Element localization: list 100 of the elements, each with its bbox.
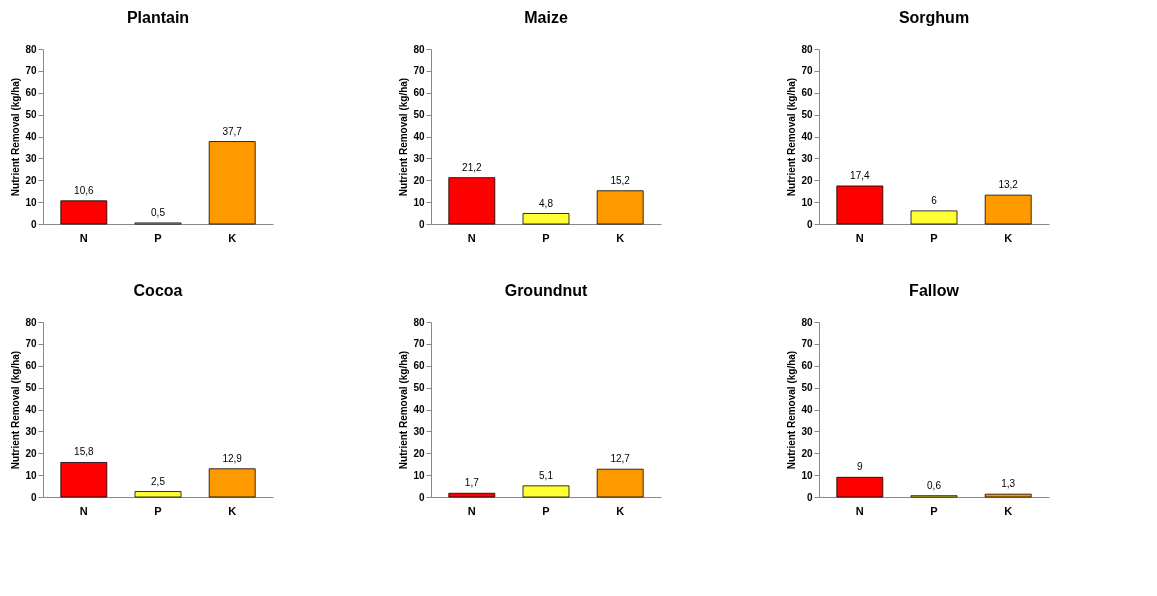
chart-title: Cocoa — [133, 282, 183, 299]
data-label: 9 — [857, 461, 864, 473]
x-tick-label: P — [154, 504, 162, 517]
y-tick-label: 60 — [801, 87, 813, 99]
y-tick-label: 30 — [413, 425, 425, 437]
bar — [522, 213, 570, 225]
y-tick-label: 30 — [801, 425, 813, 437]
bar — [448, 492, 496, 498]
x-tick-label: P — [930, 504, 938, 517]
x-tick-label: N — [467, 231, 476, 244]
y-axis-title: Nutrient Removal (kg/ha) — [10, 350, 22, 470]
y-tick-label: 40 — [25, 404, 37, 415]
y-tick-label: 10 — [413, 196, 425, 208]
y-tick-label: 40 — [801, 131, 813, 142]
y-tick-label: 20 — [25, 174, 37, 186]
y-tick-label: 70 — [801, 338, 813, 350]
x-tick-label: P — [542, 231, 550, 244]
chart-title: Groundnut — [504, 282, 588, 299]
y-tick-label: 80 — [413, 43, 425, 55]
y-tick-label: 0 — [418, 491, 425, 503]
y-tick-label: 10 — [25, 469, 37, 481]
y-tick-label: 70 — [25, 65, 37, 77]
data-label: 15,2 — [610, 174, 631, 186]
y-tick-label: 20 — [801, 447, 813, 459]
y-tick-label: 60 — [413, 360, 425, 372]
y-tick-label: 50 — [801, 382, 813, 394]
data-label: 37,7 — [222, 125, 243, 137]
bar — [522, 485, 570, 498]
x-tick-label: N — [467, 504, 476, 517]
y-axis-title: Nutrient Removal (kg/ha) — [398, 350, 410, 470]
y-tick-label: 0 — [806, 491, 813, 503]
bar — [984, 194, 1032, 225]
x-tick-label: K — [616, 504, 625, 517]
x-tick-label: N — [79, 504, 88, 517]
y-tick-label: 30 — [25, 425, 37, 437]
chart-title: Maize — [524, 9, 568, 26]
y-tick-label: 70 — [801, 65, 813, 77]
data-label: 4,8 — [539, 197, 554, 209]
y-tick-label: 70 — [25, 338, 37, 350]
x-tick-label: K — [616, 231, 625, 244]
y-tick-label: 40 — [413, 404, 425, 415]
data-label: 21,2 — [462, 161, 482, 173]
data-label: 13,2 — [998, 179, 1019, 191]
y-tick-label: 80 — [801, 43, 813, 55]
x-tick-label: K — [1004, 504, 1013, 517]
x-tick-label: P — [154, 231, 162, 244]
y-tick-label: 60 — [801, 360, 813, 372]
bar — [836, 185, 884, 225]
chart-title: Sorghum — [898, 9, 970, 26]
y-tick-label: 70 — [413, 65, 425, 77]
y-axis-title: Nutrient Removal (kg/ha) — [786, 77, 798, 197]
data-label: 5,1 — [539, 469, 554, 481]
data-label: 0,6 — [927, 479, 942, 491]
x-tick-label: N — [855, 504, 864, 517]
y-tick-label: 20 — [25, 447, 37, 459]
x-tick-label: K — [1004, 231, 1013, 244]
y-tick-label: 50 — [413, 382, 425, 394]
data-label: 10,6 — [74, 184, 94, 196]
data-label: 1,7 — [464, 477, 480, 489]
x-tick-label: K — [228, 504, 237, 517]
y-axis-title: Nutrient Removal (kg/ha) — [398, 77, 410, 197]
y-tick-label: 50 — [25, 109, 37, 121]
data-label: 2,5 — [151, 475, 166, 487]
x-tick-label: P — [930, 231, 938, 244]
y-axis-title: Nutrient Removal (kg/ha) — [786, 350, 798, 470]
data-label: 6 — [931, 194, 938, 206]
y-tick-label: 60 — [25, 87, 37, 99]
y-tick-label: 30 — [801, 152, 813, 164]
data-label: 12,7 — [610, 453, 631, 465]
y-tick-label: 80 — [413, 316, 425, 328]
y-tick-label: 30 — [413, 152, 425, 164]
bar — [984, 493, 1032, 498]
chart-title: Plantain — [126, 9, 190, 26]
y-tick-label: 0 — [806, 218, 813, 230]
y-tick-label: 50 — [413, 109, 425, 121]
y-tick-label: 0 — [30, 491, 37, 503]
y-tick-label: 60 — [413, 87, 425, 99]
bar — [596, 190, 644, 225]
y-tick-label: 20 — [801, 174, 813, 186]
y-tick-label: 40 — [801, 404, 813, 415]
y-tick-label: 40 — [413, 131, 425, 142]
data-label: 17,4 — [850, 169, 870, 181]
bar — [60, 462, 108, 498]
data-label: 15,8 — [74, 446, 94, 458]
x-tick-label: N — [79, 231, 88, 244]
bar — [208, 141, 256, 225]
chart-title: Fallow — [909, 282, 960, 299]
y-tick-label: 10 — [413, 469, 425, 481]
y-tick-label: 80 — [25, 316, 37, 328]
y-tick-label: 0 — [418, 218, 425, 230]
y-tick-label: 60 — [25, 360, 37, 372]
y-tick-label: 10 — [801, 196, 813, 208]
y-axis-title: Nutrient Removal (kg/ha) — [10, 77, 22, 197]
bar — [596, 468, 644, 498]
x-tick-label: N — [855, 231, 864, 244]
y-tick-label: 0 — [30, 218, 37, 230]
y-tick-label: 20 — [413, 174, 425, 186]
y-tick-label: 40 — [25, 131, 37, 142]
data-label: 12,9 — [222, 452, 243, 464]
y-tick-label: 80 — [801, 316, 813, 328]
